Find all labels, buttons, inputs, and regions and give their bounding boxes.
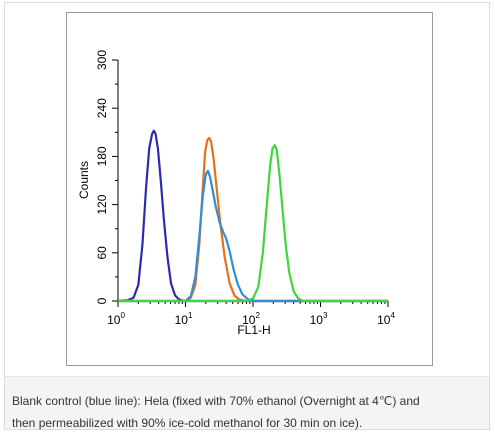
x-tick-label: 103 [310,311,328,327]
x-tick-label: 100 [107,311,125,327]
histogram-series-1 [117,129,388,303]
x-tick-label: 102 [242,311,260,327]
histogram-series-4 [118,144,388,303]
y-tick-label: 180 [95,146,109,166]
axes: 100 101 102 103 104 0 60 120 180 240 300 [95,50,395,327]
y-tick-label: 300 [95,50,109,70]
y-tick-label: 60 [95,246,109,260]
y-axis-label: Counts [77,161,91,199]
x-tick-label: 104 [377,311,395,327]
x-tick-label: 101 [175,311,193,327]
series-layer [117,129,388,303]
plot-area-border [66,12,433,366]
y-tick-label: 120 [95,194,109,214]
caption-line-1: Blank control (blue line): Hela (fixed w… [12,394,420,408]
figure-caption: Blank control (blue line): Hela (fixed w… [5,376,489,430]
y-tick-label: 240 [95,98,109,118]
y-tick-label: 0 [95,297,109,304]
histogram-series-3 [118,169,388,303]
caption-line-2: then permeabilized with 90% ice-cold met… [12,416,363,430]
x-axis-label: FL1-H [237,323,270,337]
